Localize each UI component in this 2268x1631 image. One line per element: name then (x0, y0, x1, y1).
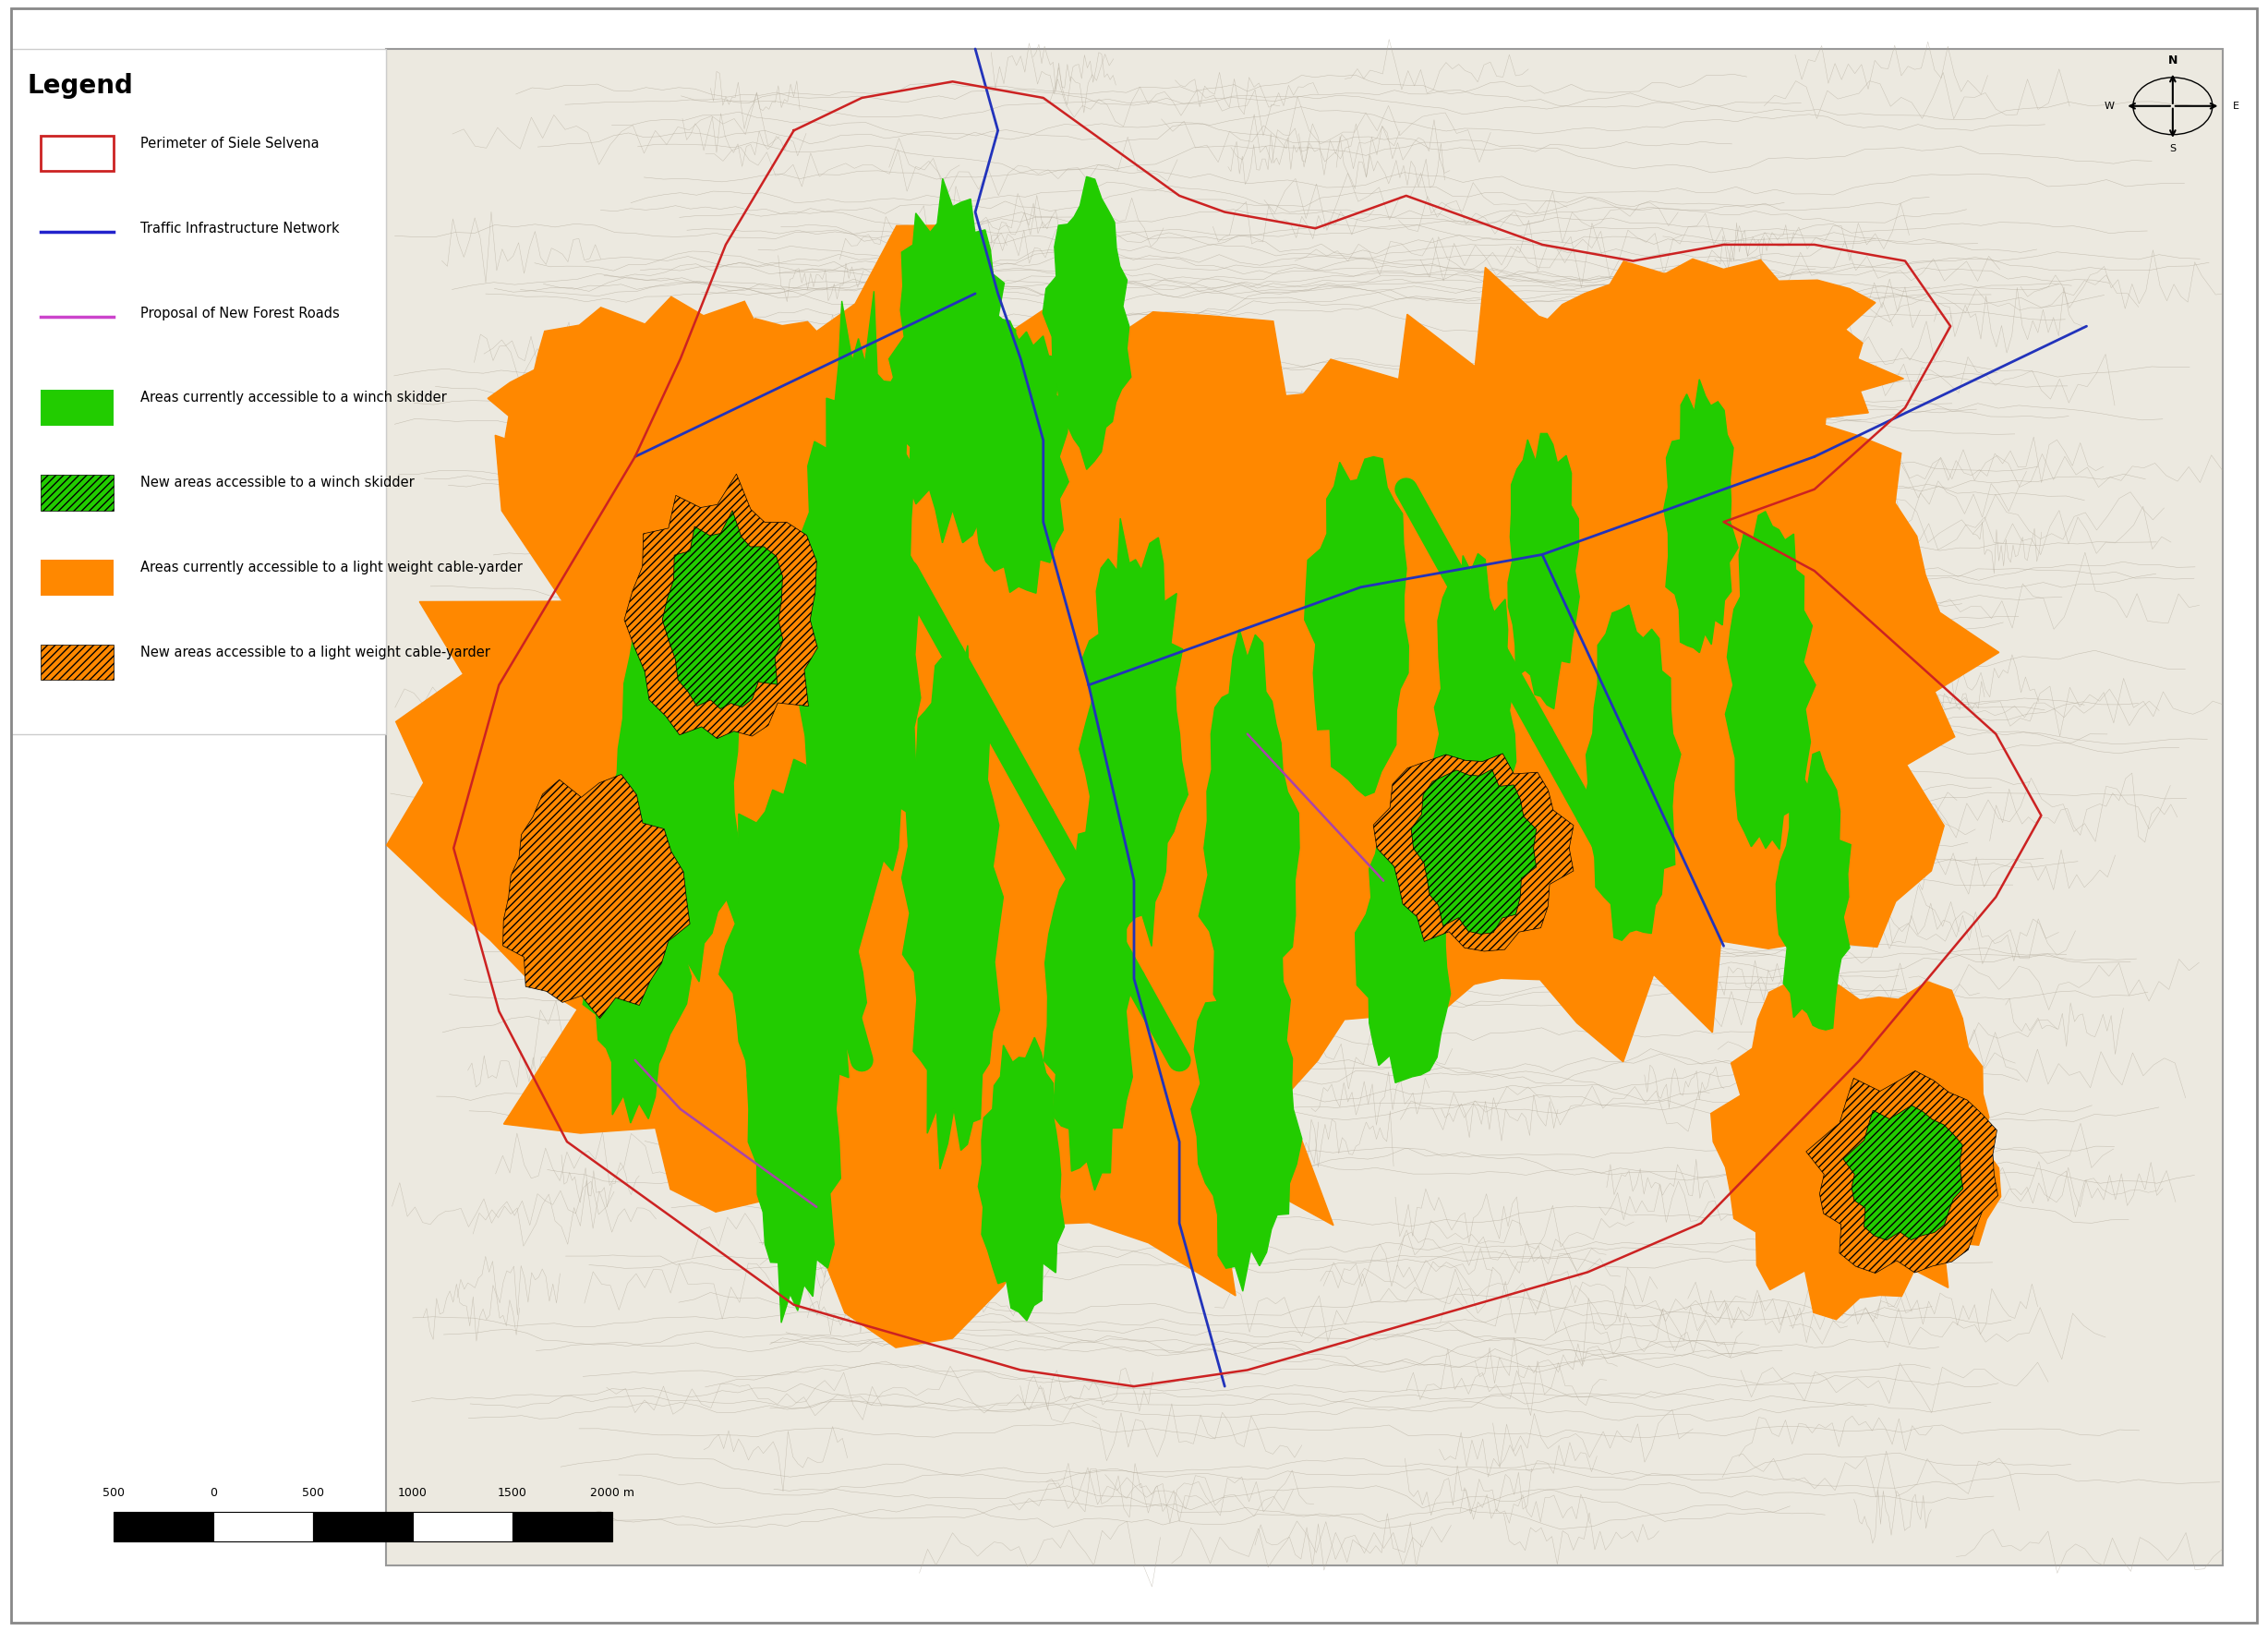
Bar (513, 1512, 612, 1541)
Text: Areas currently accessible to a winch skidder: Areas currently accessible to a winch sk… (141, 391, 447, 404)
Polygon shape (978, 1037, 1064, 1321)
Polygon shape (617, 577, 739, 982)
Bar (41, 644, 113, 680)
Polygon shape (719, 760, 866, 1124)
Polygon shape (1200, 630, 1300, 1068)
Text: 1000: 1000 (399, 1487, 426, 1499)
Bar (113, 1512, 213, 1541)
Polygon shape (1411, 770, 1535, 935)
Polygon shape (1844, 1106, 1964, 1240)
Text: 0: 0 (209, 1487, 218, 1499)
Polygon shape (1177, 267, 1998, 1062)
Polygon shape (1433, 553, 1515, 904)
Text: 2000 m: 2000 m (590, 1487, 635, 1499)
Bar (41, 390, 113, 426)
Polygon shape (581, 767, 692, 1124)
Polygon shape (889, 178, 1016, 543)
Bar (413, 1512, 513, 1541)
Polygon shape (1191, 935, 1302, 1292)
Polygon shape (1776, 752, 1851, 1029)
Text: Perimeter of Siele Selvena: Perimeter of Siele Selvena (141, 137, 320, 150)
Polygon shape (1043, 829, 1134, 1191)
Text: E: E (2234, 101, 2239, 111)
Bar (41, 559, 113, 595)
Polygon shape (386, 225, 1497, 1347)
Text: N: N (2168, 54, 2177, 67)
Text: Traffic Infrastructure Network: Traffic Infrastructure Network (141, 222, 340, 235)
Polygon shape (1726, 512, 1817, 850)
Bar (386, 49, 2223, 1566)
Polygon shape (503, 775, 689, 1018)
Text: Areas currently accessible to a light weight cable-yarder: Areas currently accessible to a light we… (141, 561, 524, 574)
Text: S: S (2170, 144, 2175, 153)
Polygon shape (746, 894, 841, 1323)
Polygon shape (1710, 975, 2000, 1319)
Polygon shape (1665, 380, 1737, 652)
Text: 500: 500 (102, 1487, 125, 1499)
Bar (41, 135, 113, 171)
Polygon shape (1080, 519, 1188, 946)
Text: Legend: Legend (27, 73, 134, 99)
Text: 500: 500 (302, 1487, 324, 1499)
Text: New areas accessible to a light weight cable-yarder: New areas accessible to a light weight c… (141, 646, 490, 659)
Polygon shape (1356, 812, 1452, 1083)
Polygon shape (975, 320, 1068, 594)
Bar (11, 49, 386, 734)
Polygon shape (1043, 176, 1132, 470)
Polygon shape (1304, 457, 1408, 796)
Bar (313, 1512, 413, 1541)
Text: Proposal of New Forest Roads: Proposal of New Forest Roads (141, 307, 340, 320)
Polygon shape (903, 646, 1002, 1169)
Polygon shape (1805, 1072, 1998, 1274)
Text: 1500: 1500 (499, 1487, 526, 1499)
Text: New areas accessible to a winch skidder: New areas accessible to a winch skidder (141, 476, 415, 489)
Polygon shape (488, 297, 885, 517)
Polygon shape (798, 292, 923, 944)
Polygon shape (1374, 754, 1574, 951)
Polygon shape (662, 511, 782, 709)
Bar (213, 1512, 313, 1541)
Bar (41, 475, 113, 511)
Polygon shape (1508, 434, 1579, 709)
Polygon shape (624, 475, 816, 739)
Polygon shape (1517, 259, 1903, 471)
Polygon shape (1583, 605, 1681, 941)
Text: W: W (2105, 101, 2114, 111)
